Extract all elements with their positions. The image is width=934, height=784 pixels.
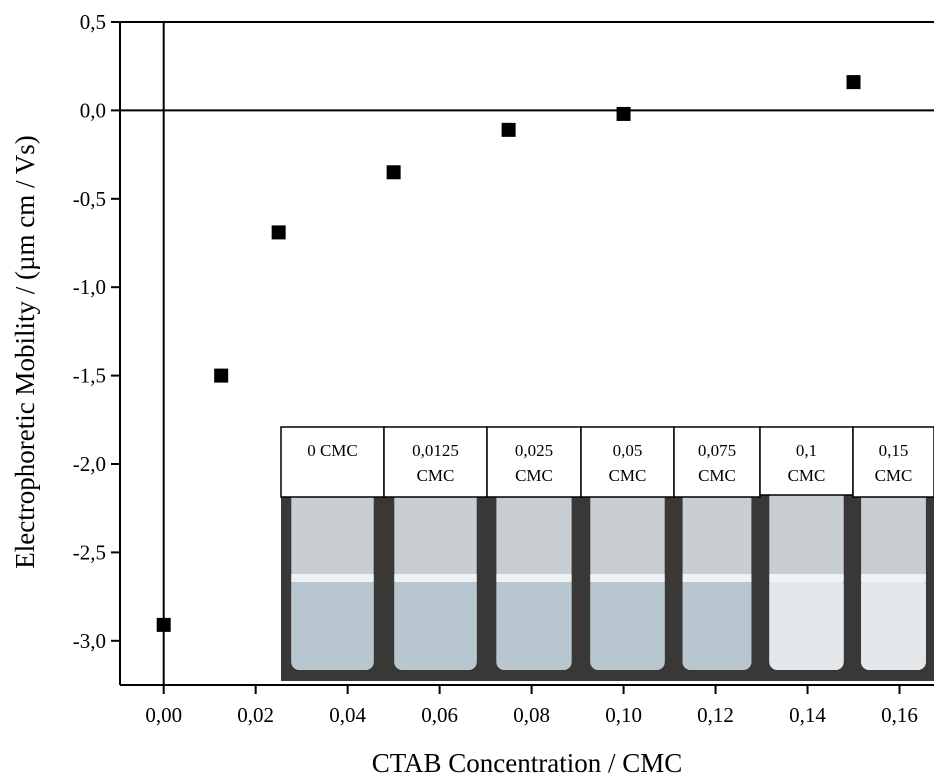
data-point — [501, 122, 516, 137]
y-tick-label: -1,0 — [73, 275, 106, 299]
y-tick-label: 0,0 — [80, 98, 106, 122]
data-point — [386, 165, 401, 180]
x-tick-label: 0,04 — [329, 703, 366, 727]
inset-label: CMC — [609, 466, 647, 485]
x-tick-label: 0,16 — [881, 703, 918, 727]
vial-liquid — [496, 578, 572, 670]
vial-liquid — [861, 578, 926, 670]
inset-label-box — [580, 426, 675, 498]
x-tick-label: 0,06 — [421, 703, 458, 727]
vial-liquid — [394, 578, 477, 670]
inset-label: CMC — [698, 466, 736, 485]
inset-label: 0,05 — [613, 441, 643, 460]
inset-photo: 0 CMC 0,0125 CMC 0,025 CMC 0,05 CMC 0,075 CMC 0,1… — [280, 426, 934, 681]
inset-label: 0,15 — [879, 441, 909, 460]
y-tick-label: -1,5 — [73, 364, 106, 388]
liquid-meniscus — [682, 574, 752, 582]
liquid-meniscus — [394, 574, 477, 582]
x-tick-label: 0,12 — [697, 703, 734, 727]
x-tick-label: 0,00 — [145, 703, 182, 727]
data-point — [846, 75, 861, 90]
inset-label: CMC — [875, 466, 913, 485]
inset-label-box — [486, 426, 582, 498]
inset-label-box — [383, 426, 488, 498]
x-tick-label: 0,14 — [789, 703, 826, 727]
vial-liquid — [682, 578, 752, 670]
inset-label-box — [673, 426, 761, 498]
liquid-meniscus — [496, 574, 572, 582]
inset-label-box — [280, 426, 385, 498]
liquid-meniscus — [291, 574, 374, 582]
vial-liquid — [590, 578, 665, 670]
y-tick-label: -2,0 — [73, 452, 106, 476]
vial-liquid — [769, 578, 844, 670]
inset-label: CMC — [788, 466, 826, 485]
inset-label-box — [852, 426, 934, 498]
liquid-meniscus — [769, 574, 844, 582]
inset-label: 0,075 — [698, 441, 736, 460]
inset-label: CMC — [515, 466, 553, 485]
y-tick-label: -2,5 — [73, 540, 106, 564]
x-tick-label: 0,10 — [605, 703, 642, 727]
data-point — [271, 225, 286, 240]
inset-label: CMC — [417, 466, 455, 485]
inset-label-box — [759, 426, 854, 496]
inset-label: 0,1 — [796, 441, 817, 460]
vial-liquid — [291, 578, 374, 670]
liquid-meniscus — [861, 574, 926, 582]
x-tick-label: 0,02 — [237, 703, 274, 727]
data-point — [156, 617, 171, 632]
y-tick-label: -0,5 — [73, 187, 106, 211]
x-tick-label: 0,08 — [513, 703, 550, 727]
y-tick-label: -3,0 — [73, 629, 106, 653]
data-point — [214, 368, 229, 383]
inset-label: 0,025 — [515, 441, 553, 460]
liquid-meniscus — [590, 574, 665, 582]
data-point — [616, 106, 631, 121]
inset-label: 0 CMC — [307, 441, 358, 460]
y-tick-label: 0,5 — [80, 10, 106, 34]
inset-label: 0,0125 — [412, 441, 459, 460]
x-axis-title: CTAB Concentration / CMC — [372, 748, 683, 778]
y-axis-title: Electrophoretic Mobility / (µm cm / Vs) — [10, 135, 40, 568]
